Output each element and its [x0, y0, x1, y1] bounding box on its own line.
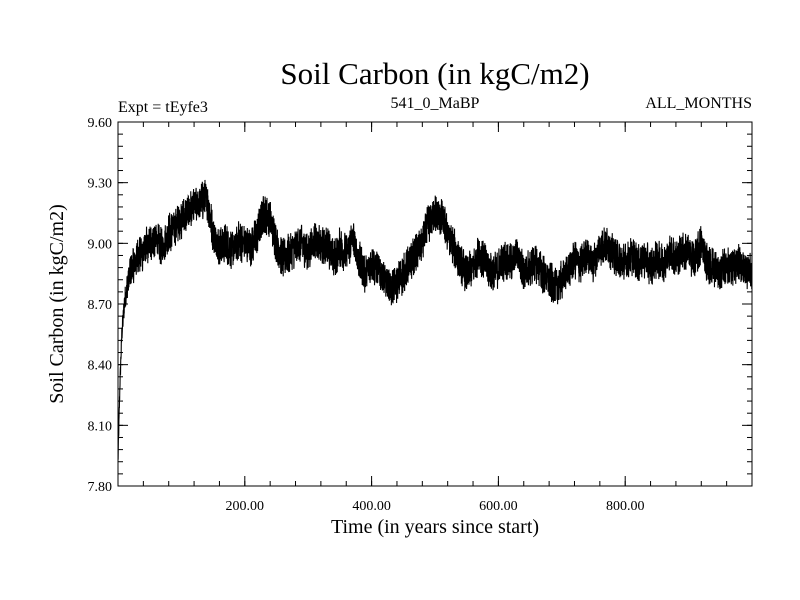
- chart-title: Soil Carbon (in kgC/m2): [280, 56, 589, 91]
- x-tick-label: 600.00: [479, 499, 518, 514]
- x-tick-label: 200.00: [226, 499, 265, 514]
- y-tick-label: 9.60: [88, 116, 113, 131]
- x-axis-label: Time (in years since start): [331, 516, 539, 538]
- x-tick-label: 400.00: [352, 499, 391, 514]
- series-layer: [117, 179, 753, 460]
- plot-frame: [117, 121, 753, 487]
- y-axis-label: Soil Carbon (in kgC/m2): [46, 204, 68, 403]
- y-tick-label: 7.80: [88, 480, 113, 495]
- y-tick-label: 8.10: [88, 419, 113, 434]
- ticks-layer: 7.80 8.10 8.40 8.70 9.00 9.30 9.60 200.00 400.00…: [88, 116, 752, 514]
- y-tick-label: 8.70: [88, 298, 113, 313]
- series-line: [117, 179, 753, 460]
- y-tick-label: 8.40: [88, 359, 113, 374]
- y-tick-label: 9.00: [88, 237, 113, 252]
- period-label: 541_0_MaBP: [391, 95, 480, 112]
- x-tick-label: 800.00: [606, 499, 645, 514]
- months-label: ALL_MONTHS: [645, 95, 752, 112]
- experiment-label: Expt = tEyfe3: [118, 99, 208, 116]
- y-tick-label: 9.30: [88, 177, 113, 192]
